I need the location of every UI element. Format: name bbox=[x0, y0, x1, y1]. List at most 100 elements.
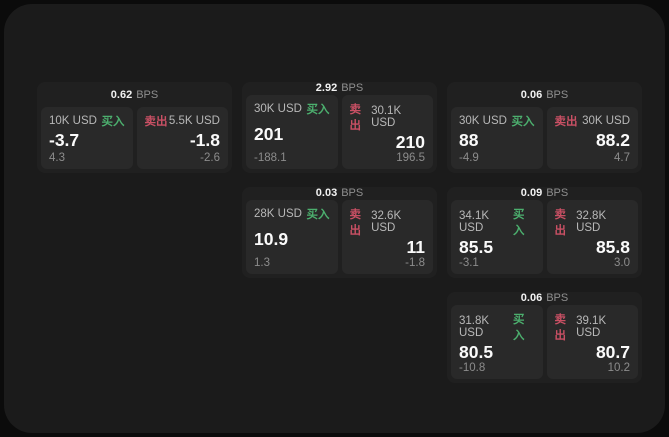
buy-delta: -188.1 bbox=[254, 152, 287, 164]
sell-side-label: 卖出 bbox=[349, 103, 362, 132]
sell-side-label: 卖出 bbox=[554, 208, 567, 237]
bps-label: BPS bbox=[341, 82, 364, 95]
sell-tile[interactable]: 卖出 32.6K USD 11 -1.8 bbox=[341, 199, 433, 274]
sell-delta: -1.8 bbox=[405, 257, 425, 269]
sell-amount: 32.6K USD bbox=[371, 209, 402, 234]
buy-side-label: 买入 bbox=[306, 103, 330, 116]
sell-price: 88.2 bbox=[595, 129, 630, 150]
buy-price: 85.5 bbox=[459, 236, 494, 257]
buy-tile[interactable]: 31.8K USD 买入 80.5 -10.8 bbox=[451, 304, 543, 379]
sell-price: 11 bbox=[406, 236, 426, 257]
sell-side-label: 卖出 bbox=[554, 313, 567, 342]
buy-tile-top: 28K USD 买入 bbox=[254, 206, 330, 222]
buy-tile-top: 10K USD 买入 bbox=[49, 113, 125, 129]
buy-tile[interactable]: 10K USD 买入 -3.7 4.3 bbox=[41, 107, 133, 169]
sell-price: 210 bbox=[395, 131, 425, 152]
buy-amount: 31.8K USD bbox=[459, 314, 490, 339]
buy-side-label: 买入 bbox=[306, 208, 330, 221]
card-body: 28K USD 买入 10.9 1.3 卖出 32.6K USD 11 -1.8 bbox=[242, 199, 437, 278]
sell-delta: 3.0 bbox=[614, 257, 630, 269]
sell-price: -1.8 bbox=[189, 129, 220, 150]
sell-side-label: 卖出 bbox=[554, 116, 578, 128]
sell-price: 80.7 bbox=[595, 341, 630, 362]
quote-card: 0.06 BPS 31.8K USD 买入 80.5 -10.8 卖出 39.1… bbox=[447, 292, 642, 383]
sell-tile-top: 卖出 32.6K USD bbox=[350, 206, 426, 238]
sell-tile-top: 卖出 30.1K USD bbox=[350, 101, 426, 133]
sell-tile-top: 卖出 39.1K USD bbox=[555, 311, 631, 343]
bps-label: BPS bbox=[546, 187, 569, 200]
bps-label: BPS bbox=[546, 292, 569, 305]
buy-amount: 34.1K USD bbox=[459, 209, 490, 234]
bps-value: 0.06 bbox=[520, 88, 543, 101]
sell-amount: 39.1K USD bbox=[576, 314, 607, 339]
card-header: 0.03 BPS bbox=[242, 187, 437, 200]
card-header: 0.06 BPS bbox=[447, 292, 642, 305]
bps-value: 0.09 bbox=[520, 187, 543, 200]
sell-amount: 30.1K USD bbox=[371, 104, 402, 129]
sell-amount: 5.5K USD bbox=[168, 115, 220, 127]
sell-amount: 32.8K USD bbox=[576, 209, 607, 234]
sell-amount: 30K USD bbox=[582, 115, 630, 127]
card-header: 0.06 BPS bbox=[447, 82, 642, 107]
quote-card: 0.03 BPS 28K USD 买入 10.9 1.3 卖出 32.6K US… bbox=[242, 187, 437, 278]
sell-delta: 10.2 bbox=[607, 362, 630, 374]
buy-side-label: 买入 bbox=[512, 313, 525, 342]
buy-side-label: 买入 bbox=[101, 116, 125, 128]
card-body: 30K USD 买入 88 -4.9 卖出 30K USD 88.2 4.7 bbox=[447, 107, 642, 173]
sell-tile[interactable]: 卖出 32.8K USD 85.8 3.0 bbox=[546, 199, 638, 274]
buy-tile[interactable]: 28K USD 买入 10.9 1.3 bbox=[246, 199, 338, 274]
buy-price: 88 bbox=[459, 129, 479, 150]
buy-amount: 28K USD bbox=[254, 207, 302, 220]
quote-card: 0.62 BPS 10K USD 买入 -3.7 4.3 卖出 5.5K USD… bbox=[37, 82, 232, 173]
quote-card: 0.06 BPS 30K USD 买入 88 -4.9 卖出 30K USD 8… bbox=[447, 82, 642, 173]
buy-amount: 30K USD bbox=[459, 115, 507, 127]
buy-price: 201 bbox=[254, 123, 284, 144]
buy-delta: -4.9 bbox=[459, 152, 479, 164]
buy-delta: -10.8 bbox=[459, 362, 486, 374]
bps-label: BPS bbox=[546, 88, 569, 101]
buy-delta: -3.1 bbox=[459, 257, 479, 269]
bps-value: 0.03 bbox=[315, 187, 338, 200]
buy-tile[interactable]: 34.1K USD 买入 85.5 -3.1 bbox=[451, 199, 543, 274]
card-header: 0.09 BPS bbox=[447, 187, 642, 200]
sell-tile-top: 卖出 32.8K USD bbox=[555, 206, 631, 238]
card-body: 10K USD 买入 -3.7 4.3 卖出 5.5K USD -1.8 -2.… bbox=[37, 107, 232, 173]
sell-tile-top: 卖出 5.5K USD bbox=[145, 113, 221, 129]
sell-price: 85.8 bbox=[595, 236, 630, 257]
buy-tile-top: 31.8K USD 买入 bbox=[459, 311, 535, 343]
quote-card: 2.92 BPS 30K USD 买入 201 -188.1 卖出 30.1K … bbox=[242, 82, 437, 173]
card-body: 31.8K USD 买入 80.5 -10.8 卖出 39.1K USD 80.… bbox=[447, 304, 642, 383]
buy-price: -3.7 bbox=[49, 129, 80, 150]
buy-tile-top: 30K USD 买入 bbox=[459, 113, 535, 129]
sell-side-label: 卖出 bbox=[144, 116, 168, 128]
bps-value: 0.06 bbox=[520, 292, 543, 305]
bps-label: BPS bbox=[136, 88, 159, 101]
sell-side-label: 卖出 bbox=[349, 208, 362, 237]
app-panel: 0.62 BPS 10K USD 买入 -3.7 4.3 卖出 5.5K USD… bbox=[4, 4, 665, 433]
sell-tile[interactable]: 卖出 39.1K USD 80.7 10.2 bbox=[546, 304, 638, 379]
buy-amount: 10K USD bbox=[49, 115, 97, 127]
buy-side-label: 买入 bbox=[512, 208, 525, 237]
buy-price: 10.9 bbox=[254, 228, 289, 249]
card-body: 30K USD 买入 201 -188.1 卖出 30.1K USD 210 1… bbox=[242, 94, 437, 173]
card-body: 34.1K USD 买入 85.5 -3.1 卖出 32.8K USD 85.8… bbox=[447, 199, 642, 278]
card-header: 2.92 BPS bbox=[242, 82, 437, 95]
buy-side-label: 买入 bbox=[511, 116, 535, 128]
buy-tile-top: 30K USD 买入 bbox=[254, 101, 330, 117]
sell-tile[interactable]: 卖出 30.1K USD 210 196.5 bbox=[341, 94, 433, 169]
sell-tile[interactable]: 卖出 5.5K USD -1.8 -2.6 bbox=[136, 107, 228, 169]
buy-delta: 1.3 bbox=[254, 257, 270, 269]
bps-label: BPS bbox=[341, 187, 364, 200]
sell-delta: 4.7 bbox=[614, 152, 630, 164]
buy-delta: 4.3 bbox=[49, 152, 65, 164]
sell-tile[interactable]: 卖出 30K USD 88.2 4.7 bbox=[546, 107, 638, 169]
buy-tile[interactable]: 30K USD 买入 88 -4.9 bbox=[451, 107, 543, 169]
quote-card: 0.09 BPS 34.1K USD 买入 85.5 -3.1 卖出 32.8K… bbox=[447, 187, 642, 278]
sell-tile-top: 卖出 30K USD bbox=[555, 113, 631, 129]
buy-tile-top: 34.1K USD 买入 bbox=[459, 206, 535, 238]
sell-delta: 196.5 bbox=[396, 152, 425, 164]
buy-tile[interactable]: 30K USD 买入 201 -188.1 bbox=[246, 94, 338, 169]
bps-value: 2.92 bbox=[315, 82, 338, 95]
card-grid: 0.62 BPS 10K USD 买入 -3.7 4.3 卖出 5.5K USD… bbox=[37, 82, 642, 383]
buy-price: 80.5 bbox=[459, 341, 494, 362]
